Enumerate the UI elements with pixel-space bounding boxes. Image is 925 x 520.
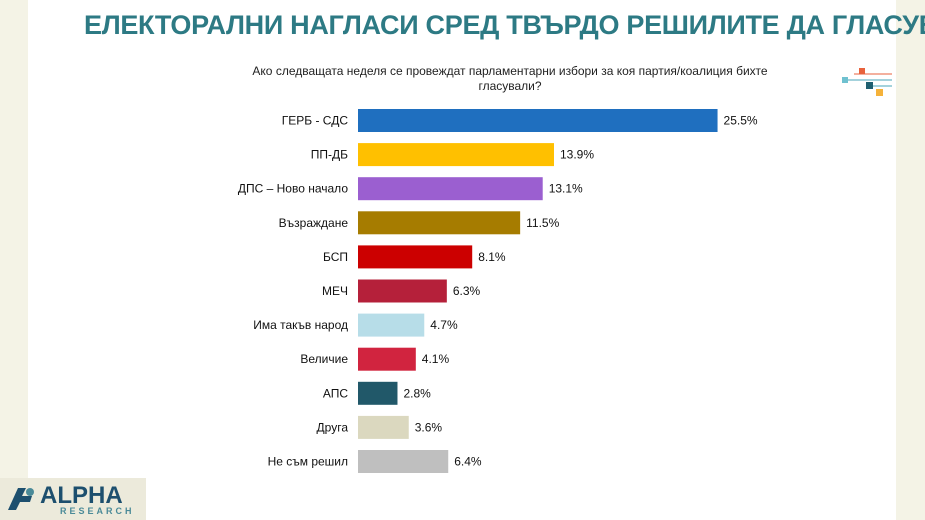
page-title: ЕЛЕКТОРАЛНИ НАГЛАСИ СРЕД ТВЪРДО РЕШИЛИТЕ… <box>84 10 925 40</box>
bar <box>358 313 425 337</box>
bar <box>358 211 521 235</box>
value-label: 6.3% <box>453 284 481 298</box>
value-label: 11.5% <box>526 216 559 230</box>
value-label: 13.9% <box>560 148 594 162</box>
bar <box>358 279 447 303</box>
value-label: 6.4% <box>454 455 482 469</box>
decorative-squares-icon <box>842 68 892 96</box>
category-label: ДПС – Ново начало <box>238 182 348 196</box>
value-label: 13.1% <box>549 182 583 196</box>
bar <box>358 245 473 269</box>
bar <box>358 347 416 371</box>
bar <box>358 381 398 405</box>
chart-question: Ако следващата неделя се провеждат парла… <box>252 64 768 93</box>
logo-subtext: RESEARCH <box>60 506 135 516</box>
category-label: ПП-ДБ <box>311 148 348 162</box>
bar <box>358 143 554 167</box>
value-label: 8.1% <box>478 250 506 264</box>
category-label: МЕЧ <box>322 284 348 298</box>
value-label: 2.8% <box>403 386 431 400</box>
category-label: ГЕРБ - СДС <box>282 114 349 128</box>
category-label: АПС <box>323 386 348 400</box>
logo-mark-icon <box>8 488 34 510</box>
value-label: 4.7% <box>430 318 458 332</box>
bar <box>358 450 449 473</box>
bar <box>358 177 543 201</box>
value-label: 4.1% <box>422 352 450 366</box>
category-label: БСП <box>323 250 348 264</box>
category-label: Величие <box>300 352 348 366</box>
category-label: Друга <box>317 420 349 434</box>
value-label: 25.5% <box>724 114 758 128</box>
category-label: Възраждане <box>279 216 349 230</box>
value-label: 3.6% <box>415 420 443 434</box>
bar <box>358 415 409 439</box>
category-label: Има такъв народ <box>253 318 348 332</box>
bar <box>358 109 718 132</box>
alpha-research-logo: ALPHA RESEARCH <box>0 478 146 520</box>
category-label: Не съм решил <box>268 455 348 469</box>
logo-text: ALPHA <box>40 482 123 509</box>
